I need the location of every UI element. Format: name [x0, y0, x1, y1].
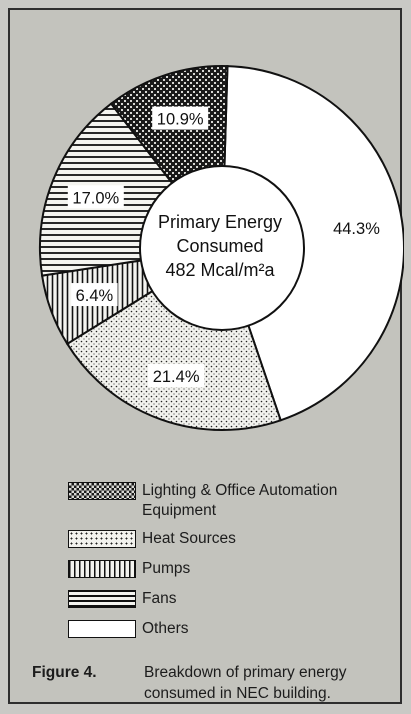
legend-label: Others: [142, 620, 189, 637]
caption-text: Breakdown of primary energy consumed in …: [144, 664, 347, 702]
center-text-line: Primary Energy: [158, 212, 282, 232]
caption-label: Figure 4.: [32, 664, 97, 681]
figure-panel: Primary Energy Consumed 482 Mcal/m²a 44.3%…: [8, 8, 404, 704]
legend-label: Fans: [142, 590, 177, 607]
slice-label: 10.9%: [157, 111, 204, 129]
slice-labels: 44.3% 21.4% 6.4% 17.0% 10.9%: [67, 106, 380, 388]
pie-slice-others: [220, 65, 404, 422]
slice-label-bg: [71, 283, 118, 307]
legend-label: Pumps: [142, 560, 191, 577]
legend-swatch: [68, 560, 136, 578]
legend-swatch: [68, 530, 136, 548]
legend-swatch: [68, 482, 136, 500]
slice-label: 6.4%: [76, 287, 114, 305]
center-text-line: 482 Mcal/m²a: [165, 260, 275, 280]
slice-label-bg: [148, 364, 205, 388]
legend-swatch: [68, 590, 136, 608]
slice-label-bg: [152, 106, 209, 130]
center-text: Primary Energy Consumed 482 Mcal/m²a: [158, 212, 282, 280]
legend-label: Heat Sources: [142, 530, 236, 547]
donut-chart: Primary Energy Consumed 482 Mcal/m²a 44.3%…: [39, 65, 404, 431]
legend-label: Lighting & Office Automation: [142, 482, 338, 499]
slice-label-bg: [67, 185, 124, 209]
center-text-line: Consumed: [176, 236, 263, 256]
legend-swatch: [68, 620, 136, 638]
slice-label: 44.3%: [333, 220, 380, 238]
donut-hole: [139, 165, 305, 331]
slice-label: 17.0%: [72, 189, 119, 207]
slice-label: 21.4%: [153, 368, 200, 386]
legend-label: Equipment: [142, 502, 217, 519]
